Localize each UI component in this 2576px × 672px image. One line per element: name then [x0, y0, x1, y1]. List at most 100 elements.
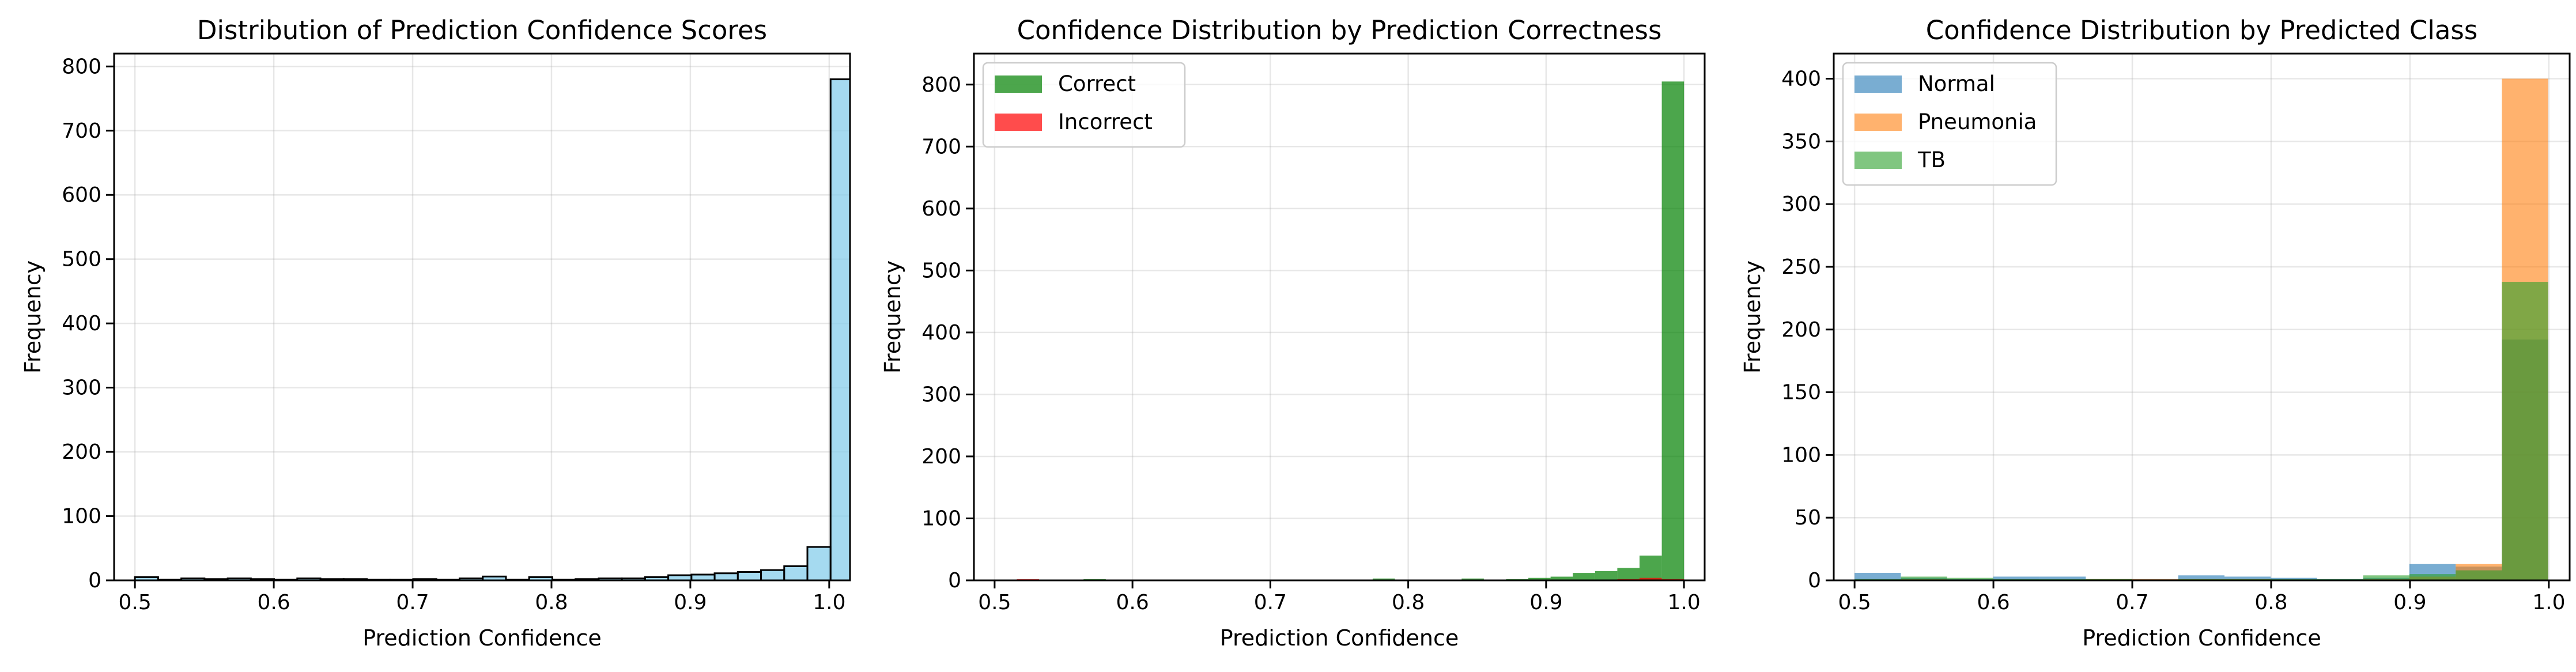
- x-tick-label: 0.5: [119, 591, 152, 614]
- y-tick-label: 0: [948, 569, 961, 592]
- legend-label: Incorrect: [1058, 110, 1153, 134]
- histogram-panel-by-class: 0.5 0.6 0.7 0.8 0.9 1.0 0 50 100 150 200 250 300 350 4…: [1740, 15, 2571, 651]
- y-axis-label: Frequency: [20, 261, 46, 373]
- grid-lines: [114, 54, 850, 582]
- axes-frame: [973, 52, 1706, 582]
- x-tick-label: 1.0: [2532, 591, 2565, 614]
- bar: [1528, 577, 1551, 580]
- x-tick-label: 0.6: [1116, 591, 1149, 614]
- axes-frame: [1833, 52, 2571, 582]
- bar: [2178, 575, 2225, 580]
- x-axis-label: Prediction Confidence: [2082, 625, 2321, 651]
- bar: [2224, 576, 2271, 580]
- histogram-panel-overall: 0.5 0.6 0.7 0.8 0.9 1.0 0 100 200 300 400 500 600 700…: [20, 15, 851, 651]
- y-tick-label: 500: [921, 259, 961, 282]
- y-tick-label: 200: [921, 445, 961, 469]
- bar: [829, 78, 851, 582]
- y-tick-label: 300: [1781, 192, 1821, 216]
- bar: [1617, 568, 1640, 580]
- bar: [1640, 555, 1662, 580]
- y-tick-label: 600: [62, 183, 101, 207]
- y-tick-label: 150: [1781, 381, 1821, 405]
- bar: [713, 572, 739, 582]
- y-axis-label: Frequency: [880, 261, 905, 373]
- y-tick-label: 250: [1781, 255, 1821, 279]
- y-tick-label: 200: [62, 440, 101, 464]
- bar: [760, 569, 785, 582]
- x-tick-label: 0.9: [2393, 591, 2426, 614]
- x-tick-label: 0.6: [257, 591, 290, 614]
- bar: [2363, 575, 2409, 580]
- bars: [994, 81, 1684, 580]
- bar: [1947, 577, 1993, 580]
- axes-frame: [113, 52, 851, 582]
- x-tick-label: 0.6: [1977, 591, 2010, 614]
- x-tick-label: 0.7: [396, 591, 429, 614]
- x-tick-label: 0.8: [535, 591, 568, 614]
- chart-title: Confidence Distribution by Predicted Cla…: [1926, 15, 2478, 46]
- legend-label: Normal: [1918, 71, 1995, 96]
- bars: [134, 78, 851, 582]
- bar: [806, 546, 832, 582]
- bars: [1854, 78, 2548, 581]
- y-tick-label: 600: [921, 197, 961, 221]
- y-tick-label: 200: [1781, 318, 1821, 342]
- y-tick-label: 300: [921, 383, 961, 406]
- y-tick-label: 400: [62, 312, 101, 335]
- bar: [690, 573, 716, 582]
- bar: [1640, 577, 1662, 580]
- bar: [1901, 576, 1947, 580]
- x-tick-label: 0.7: [1254, 591, 1287, 614]
- y-tick-label: 100: [1781, 443, 1821, 467]
- bar: [1550, 576, 1573, 580]
- y-tick-label: 100: [921, 507, 961, 530]
- x-tick-label: 0.9: [1529, 591, 1562, 614]
- y-tick-label: 350: [1781, 130, 1821, 153]
- bar: [1372, 578, 1395, 580]
- legend-label: Pneumonia: [1918, 110, 2037, 134]
- y-tick-label: 50: [1795, 506, 1821, 530]
- x-axis-label: Prediction Confidence: [1220, 625, 1459, 651]
- legend-swatch: [1854, 114, 1902, 131]
- x-tick-label: 0.8: [2254, 591, 2287, 614]
- y-tick-label: 0: [88, 569, 101, 592]
- bar: [2502, 282, 2548, 581]
- x-tick-label: 1.0: [1667, 591, 1700, 614]
- bar: [2039, 576, 2086, 580]
- x-tick-label: 1.0: [813, 591, 845, 614]
- bar: [736, 571, 762, 582]
- bar: [2409, 574, 2456, 580]
- legend-label: TB: [1917, 148, 1946, 172]
- y-tick-label: 300: [62, 376, 101, 400]
- legend-swatch: [1854, 75, 1902, 93]
- y-tick-label: 500: [62, 248, 101, 271]
- x-tick-label: 0.5: [978, 591, 1011, 614]
- legend-swatch: [1854, 152, 1902, 169]
- bar: [1573, 573, 1595, 580]
- y-tick-label: 400: [1781, 67, 1821, 91]
- bar: [2456, 570, 2502, 580]
- y-axis-label: Frequency: [1740, 261, 1765, 373]
- bar: [783, 565, 809, 582]
- bar: [1993, 576, 2040, 580]
- legend: Correct Incorrect: [982, 62, 1186, 148]
- chart-title: Distribution of Prediction Confidence Sc…: [197, 15, 767, 46]
- x-tick-label: 0.7: [2116, 591, 2148, 614]
- bar: [1661, 81, 1684, 580]
- bar: [1595, 571, 1618, 580]
- legend-label: Correct: [1058, 71, 1136, 96]
- legend: Normal Pneumonia TB: [1842, 62, 2057, 186]
- y-tick-label: 700: [921, 135, 961, 158]
- y-tick-label: 800: [921, 73, 961, 97]
- x-tick-label: 0.5: [1838, 591, 1871, 614]
- bar: [1461, 578, 1484, 580]
- bar: [1854, 572, 1901, 580]
- histogram-panel-by-correctness: 0.5 0.6 0.7 0.8 0.9 1.0 0 100 200 300 400 500 600 700…: [880, 15, 1706, 651]
- chart-title: Confidence Distribution by Prediction Co…: [1017, 15, 1662, 46]
- legend-swatch: [995, 75, 1042, 93]
- x-tick-label: 0.8: [1392, 591, 1425, 614]
- y-tick-label: 800: [62, 55, 101, 78]
- x-tick-label: 0.9: [674, 591, 707, 614]
- x-axis-label: Prediction Confidence: [362, 625, 602, 651]
